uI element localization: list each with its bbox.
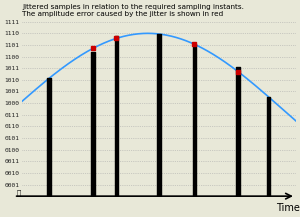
Text: Jittered samples in relation to the required sampling instants.
The amplitude er: Jittered samples in relation to the requ… xyxy=(22,4,244,17)
X-axis label: Time: Time xyxy=(276,203,300,213)
Text: 🔍: 🔍 xyxy=(17,189,21,196)
